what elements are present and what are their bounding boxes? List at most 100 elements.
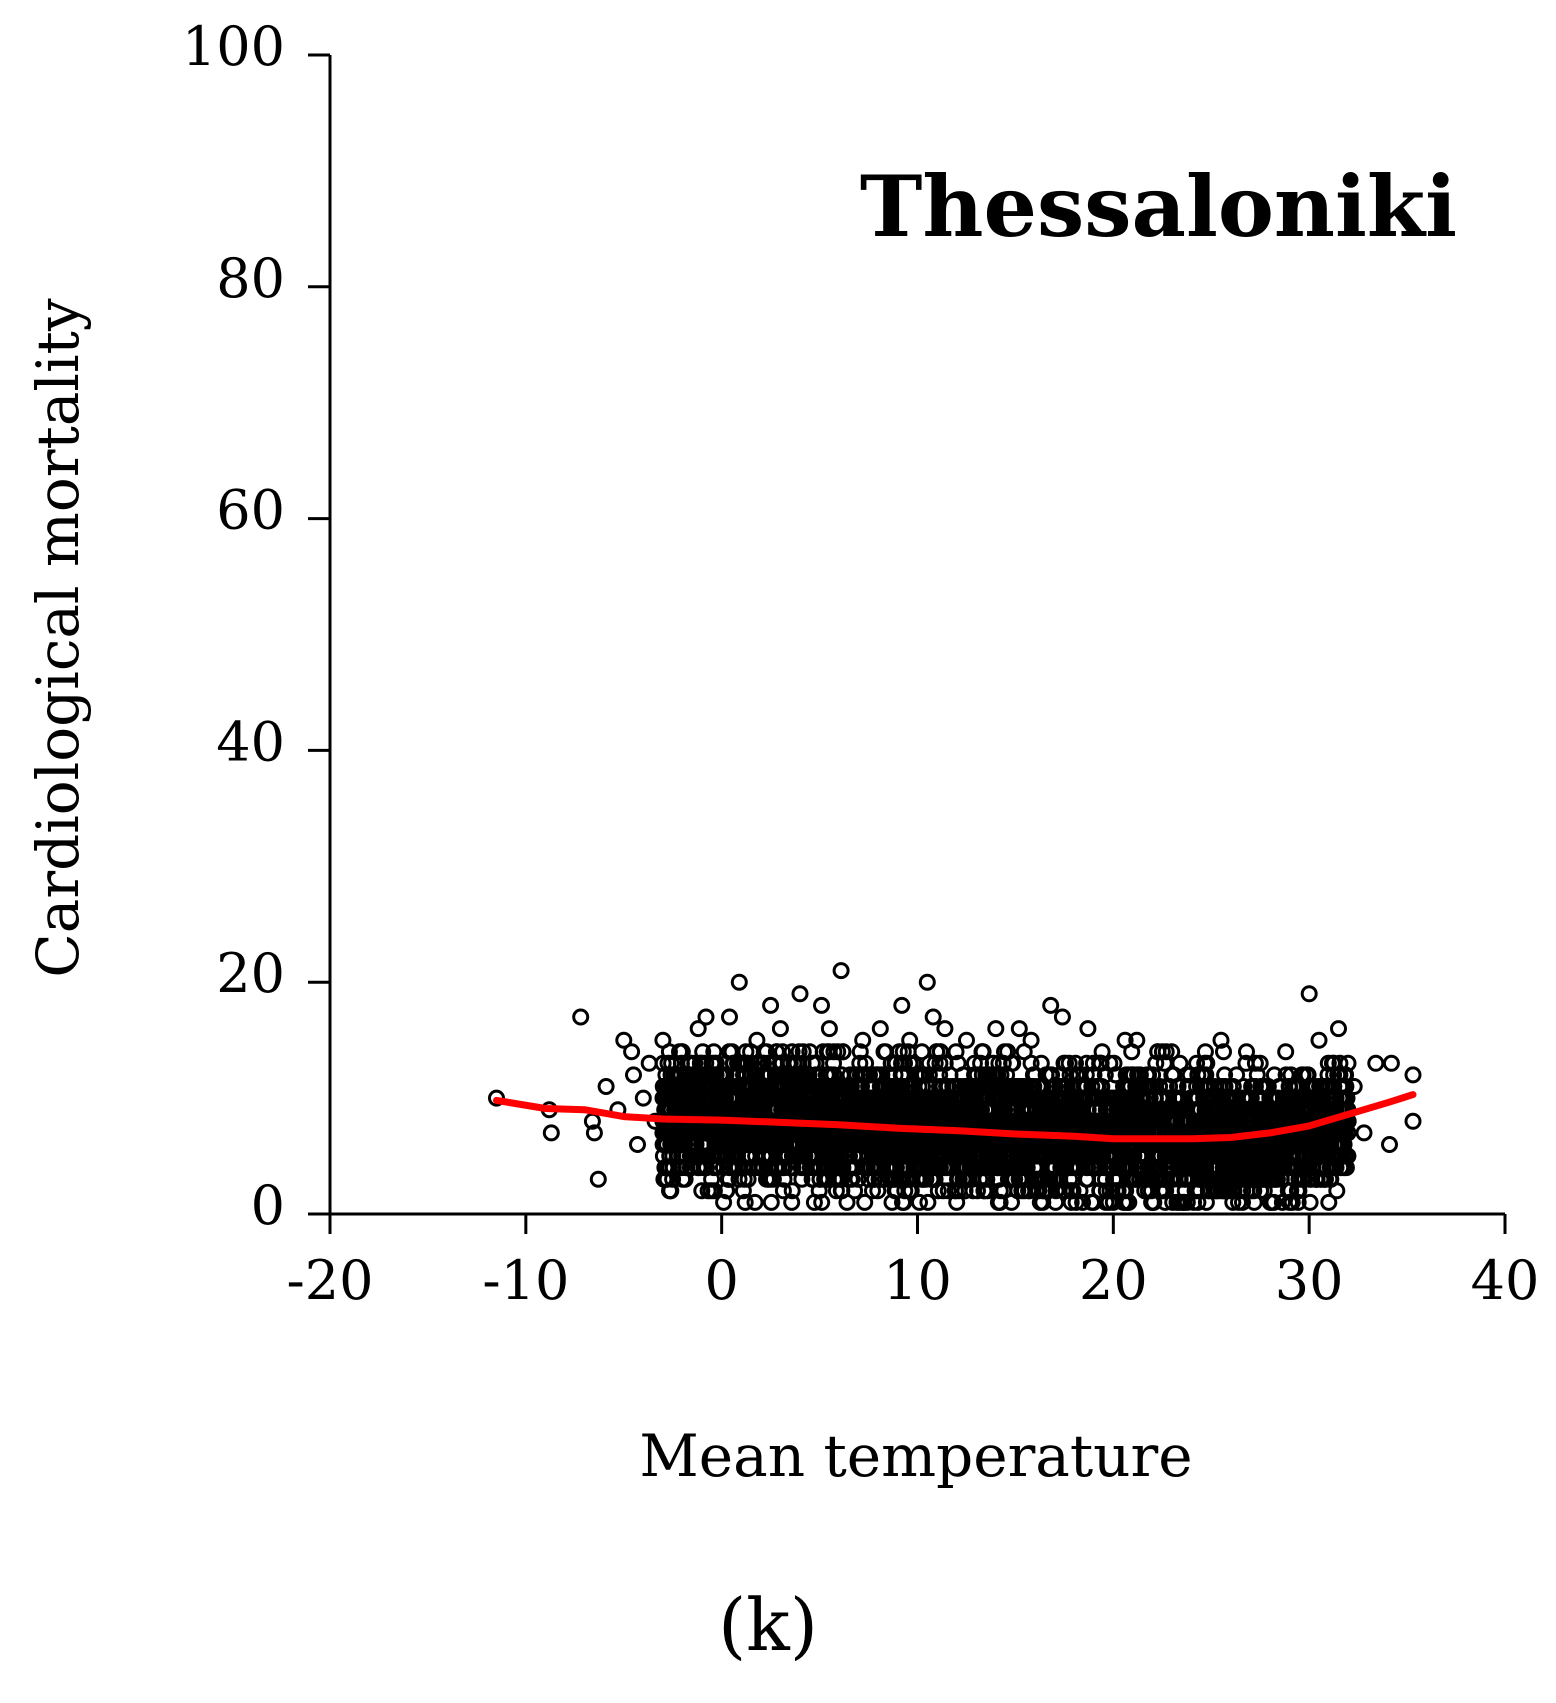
data-point [824, 1159, 842, 1177]
data-point [1202, 1112, 1220, 1130]
data-point [845, 1101, 863, 1119]
data-point [1224, 1078, 1242, 1095]
plot-area [488, 962, 1422, 1211]
data-point [717, 1136, 735, 1153]
data-point [1084, 1159, 1102, 1177]
data-point [990, 1170, 1008, 1188]
data-point [1230, 1112, 1248, 1130]
data-point [828, 1089, 846, 1107]
data-point [1186, 1159, 1204, 1177]
data-point [739, 1170, 757, 1188]
data-point [1046, 1089, 1064, 1107]
data-point [1169, 1089, 1187, 1107]
data-point [861, 1066, 878, 1084]
data-point [931, 1147, 949, 1165]
data-point [1117, 1193, 1135, 1211]
data-point [1060, 1054, 1078, 1072]
data-point [794, 1043, 812, 1061]
data-point [919, 1078, 937, 1095]
data-point [892, 1170, 910, 1188]
data-point [748, 1124, 766, 1142]
data-point [910, 1136, 928, 1153]
data-point [717, 1066, 735, 1084]
data-point [1188, 1054, 1206, 1072]
data-point [984, 1054, 1002, 1072]
data-point [678, 1124, 696, 1142]
data-point [979, 1182, 997, 1200]
data-point [1024, 1112, 1042, 1130]
data-point [676, 1136, 694, 1153]
data-point [785, 1066, 803, 1084]
data-point [1074, 1193, 1092, 1211]
data-point [1022, 1054, 1040, 1072]
data-point [793, 1170, 811, 1188]
data-point [1116, 1159, 1134, 1177]
data-point [1182, 1112, 1199, 1130]
data-point [956, 1182, 974, 1200]
data-point [1054, 1159, 1072, 1177]
data-point [1245, 1193, 1263, 1211]
data-point [774, 1182, 792, 1200]
data-point [1339, 1054, 1357, 1072]
data-point [1301, 1193, 1319, 1211]
data-point [1125, 1147, 1143, 1165]
data-point [1147, 1054, 1165, 1072]
data-point [816, 1078, 834, 1095]
data-point [1234, 1182, 1252, 1200]
data-point [1161, 1170, 1179, 1188]
data-point [729, 1136, 747, 1153]
data-point [1062, 1193, 1080, 1211]
data-point [737, 1043, 755, 1061]
data-point [825, 1043, 843, 1061]
data-point [833, 1147, 851, 1165]
data-point [1252, 1078, 1270, 1095]
data-point [965, 1054, 983, 1072]
data-point [1121, 1112, 1139, 1130]
data-point [1085, 1112, 1103, 1130]
data-point [739, 1147, 757, 1165]
data-point [990, 1078, 1008, 1095]
data-point [825, 1054, 842, 1072]
data-point [834, 1043, 852, 1061]
data-point [1077, 1159, 1095, 1177]
data-point [1195, 1078, 1213, 1095]
data-point [762, 1193, 780, 1211]
data-point [959, 1089, 977, 1107]
data-point [1164, 1193, 1182, 1211]
data-point [893, 1054, 910, 1072]
data-point [882, 1170, 899, 1188]
data-point [1107, 1066, 1125, 1084]
data-point [1163, 1043, 1181, 1061]
data-point [785, 1054, 803, 1072]
data-point [805, 1193, 823, 1211]
data-point [1219, 1101, 1237, 1119]
data-point [1018, 1159, 1036, 1177]
data-point [1119, 1078, 1137, 1095]
data-point [1248, 1170, 1265, 1188]
data-point [1265, 1066, 1283, 1084]
data-point [671, 1043, 688, 1061]
data-point [999, 1043, 1017, 1061]
data-point [934, 1182, 952, 1200]
data-point [1024, 1066, 1042, 1084]
data-point [767, 1043, 785, 1061]
data-point [877, 1043, 895, 1061]
data-point [895, 1193, 913, 1211]
point-cloud [654, 1043, 1357, 1211]
data-point [1084, 1054, 1102, 1072]
data-point [1328, 1182, 1346, 1200]
data-point [1252, 1101, 1269, 1119]
data-point [1093, 1043, 1111, 1061]
data-point [705, 1182, 723, 1200]
data-point [1286, 1078, 1304, 1095]
data-point [1125, 1170, 1143, 1188]
data-point [1273, 1193, 1291, 1211]
data-point [869, 1182, 887, 1200]
data-point [796, 1159, 813, 1177]
data-point [835, 1089, 853, 1107]
data-point [1219, 1147, 1237, 1165]
data-point [939, 1078, 957, 1095]
data-point [813, 1193, 831, 1211]
data-point [682, 1159, 700, 1177]
data-point [1215, 1043, 1232, 1061]
